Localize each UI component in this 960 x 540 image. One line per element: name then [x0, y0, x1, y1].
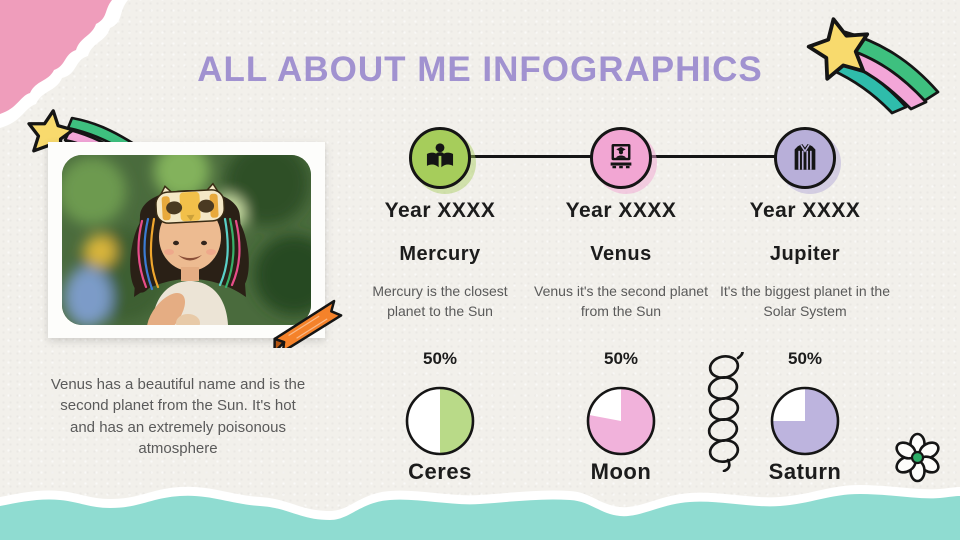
- pie-chart-ceres: [405, 386, 475, 456]
- pie-percent-label-saturn: 50%: [787, 349, 823, 368]
- torn-paper-bottom-band: [0, 485, 960, 540]
- year-label-3: Year XXXX: [749, 199, 861, 222]
- planet-name-mercury: Mercury: [399, 243, 481, 265]
- photo-of-girl-with-tiger-mask: [62, 155, 311, 325]
- spring-coil-icon: [707, 352, 744, 472]
- photo-frame: [48, 142, 325, 338]
- pie-title-moon: Moon: [590, 459, 652, 484]
- milestone-circle-mercury: [409, 127, 471, 189]
- pie-title-saturn: Saturn: [768, 459, 842, 484]
- page-title: ALL ABOUT ME INFOGRAPHICS: [197, 50, 763, 89]
- graduate-on-screen-icon: [610, 144, 632, 169]
- jacket-icon: [794, 144, 816, 170]
- pie-chart-saturn: [770, 386, 840, 456]
- year-label-1: Year XXXX: [384, 199, 496, 222]
- milestone-circle-venus: [590, 127, 652, 189]
- pie-chart-moon: [586, 386, 656, 456]
- milestone-circle-jupiter: [774, 127, 836, 189]
- flower-icon: [895, 432, 940, 483]
- planet-name-venus: Venus: [590, 243, 652, 265]
- pie-title-ceres: Ceres: [408, 459, 472, 484]
- shooting-star-right-icon: [806, 17, 940, 115]
- person-reading-book-icon: [426, 143, 454, 168]
- planet-name-jupiter: Jupiter: [769, 243, 841, 265]
- year-label-2: Year XXXX: [565, 199, 677, 222]
- planet-description-mercury: Mercury is the closest planet to the Sun: [372, 283, 508, 319]
- left-note-text: Venus has a beautiful name and is the se…: [50, 376, 306, 457]
- pie-percent-label-ceres: 50%: [422, 349, 458, 368]
- torn-paper-corner: [0, 0, 128, 128]
- orange-ribbon-icon: [273, 299, 343, 348]
- pie-percent-label-moon: 50%: [603, 349, 639, 368]
- planet-description-venus: Venus it's the second planet from the Su…: [534, 283, 708, 319]
- planet-description-jupiter: It's the biggest planet in the Solar Sys…: [719, 283, 890, 319]
